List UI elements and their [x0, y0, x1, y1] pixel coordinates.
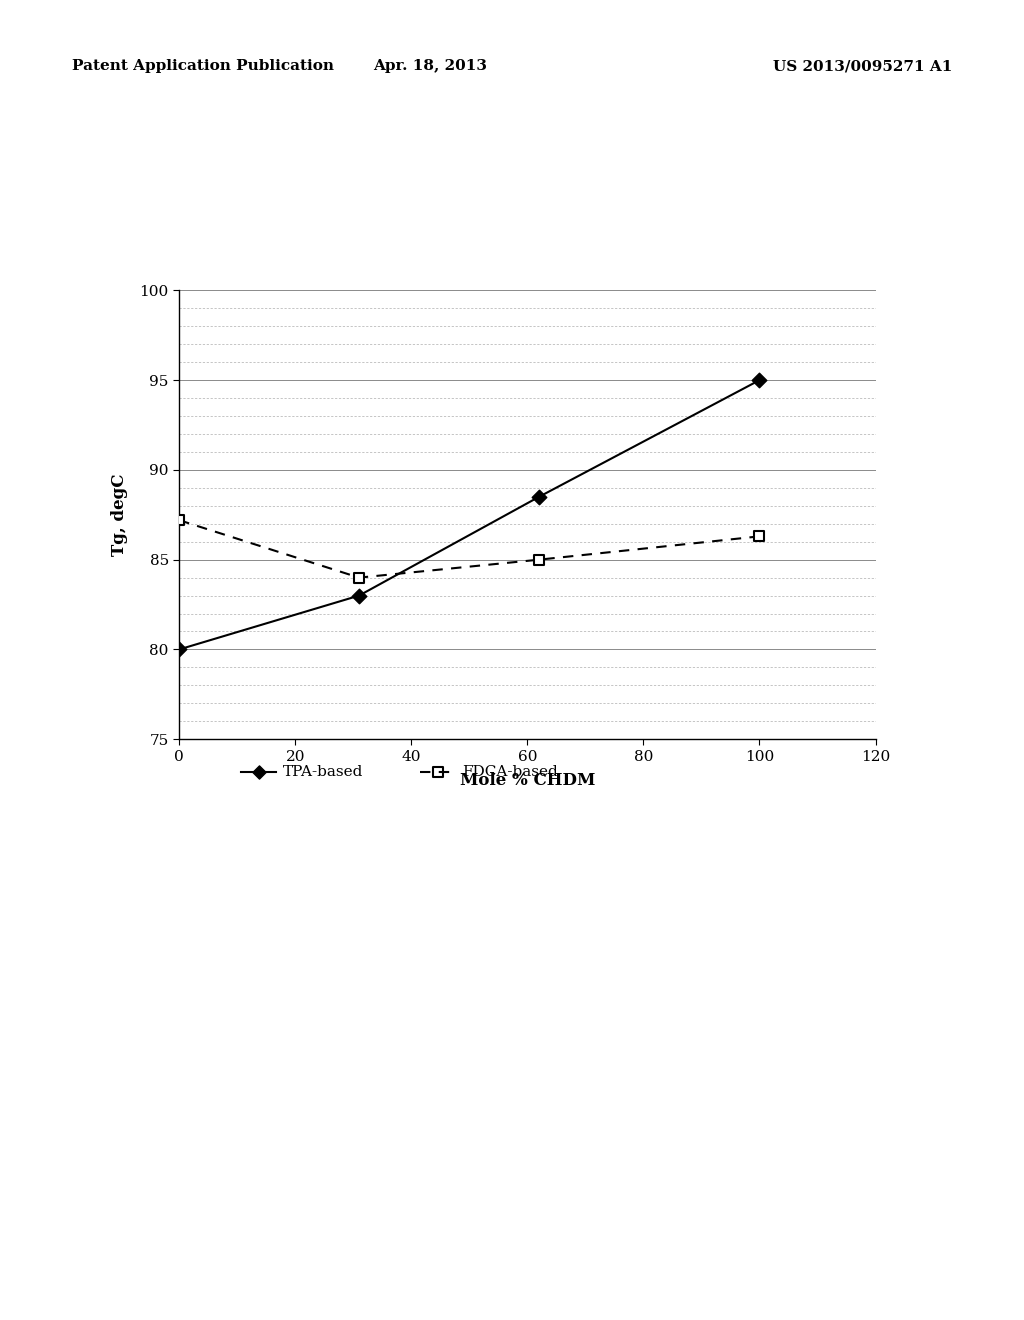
Text: US 2013/0095271 A1: US 2013/0095271 A1 — [773, 59, 952, 74]
Point — [351, 585, 368, 606]
X-axis label: Mole % CHDM: Mole % CHDM — [460, 772, 595, 789]
Point — [752, 370, 768, 391]
Text: Patent Application Publication: Patent Application Publication — [72, 59, 334, 74]
Point — [171, 639, 187, 660]
Point — [171, 510, 187, 531]
Y-axis label: Tg, degC: Tg, degC — [112, 474, 128, 556]
Text: Apr. 18, 2013: Apr. 18, 2013 — [373, 59, 487, 74]
Point — [530, 549, 547, 570]
Point — [430, 762, 446, 783]
Point — [250, 762, 266, 783]
Text: TPA-based: TPA-based — [283, 766, 362, 779]
Point — [351, 568, 368, 589]
Text: FDCA-based: FDCA-based — [462, 766, 558, 779]
Point — [530, 486, 547, 507]
Point — [752, 525, 768, 546]
